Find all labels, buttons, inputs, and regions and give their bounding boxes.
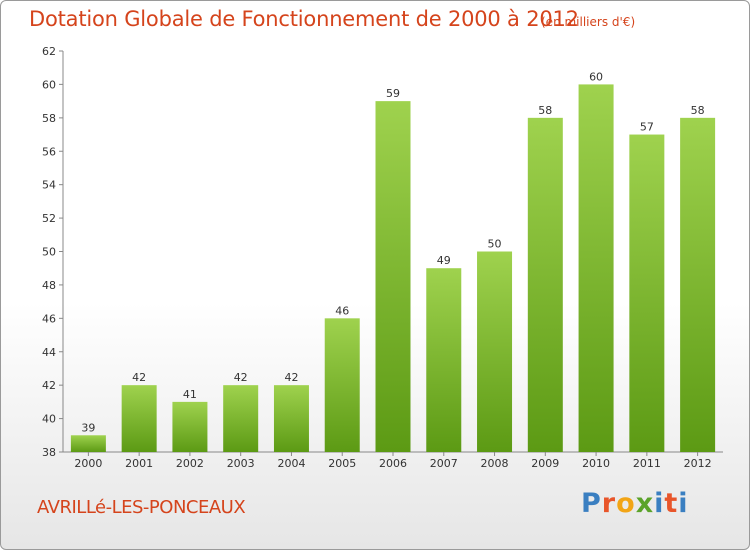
data-label: 46	[335, 304, 349, 317]
x-tick-label: 2005	[328, 457, 356, 470]
city-name: AVRILLé-LES-PONCEAUX	[37, 497, 246, 518]
x-tick-label: 2001	[125, 457, 153, 470]
bar	[172, 401, 208, 452]
logo-letter: x	[635, 488, 655, 519]
chart-title: Dotation Globale de Fonctionnement de 20…	[29, 7, 579, 31]
data-label: 59	[386, 87, 400, 100]
y-tick-label: 60	[42, 78, 56, 91]
bar	[121, 385, 157, 452]
bar	[324, 318, 360, 452]
logo-letter: o	[616, 488, 636, 519]
data-label: 60	[589, 70, 603, 83]
x-tick-label: 2002	[176, 457, 204, 470]
bar	[629, 134, 665, 452]
data-label: 58	[538, 104, 552, 117]
proxiti-logo: Proxiti	[581, 488, 689, 519]
bar	[426, 268, 462, 452]
x-tick-label: 2009	[531, 457, 559, 470]
bar	[70, 435, 106, 452]
x-tick-label: 2012	[684, 457, 712, 470]
data-label: 50	[488, 238, 502, 251]
logo-letter: r	[601, 488, 617, 519]
y-tick-label: 46	[42, 312, 56, 325]
x-tick-label: 2006	[379, 457, 407, 470]
bar	[273, 385, 309, 452]
x-tick-label: 2007	[430, 457, 458, 470]
logo-letter: i	[654, 488, 665, 519]
y-tick-label: 38	[42, 446, 56, 459]
y-tick-label: 56	[42, 145, 56, 158]
y-tick-label: 42	[42, 379, 56, 392]
x-tick-label: 2003	[227, 457, 255, 470]
x-tick-label: 2008	[481, 457, 509, 470]
data-label: 49	[437, 254, 451, 267]
y-tick-label: 62	[42, 45, 56, 58]
data-label: 57	[640, 121, 654, 134]
logo-letter: i	[678, 488, 689, 519]
x-tick-label: 2004	[277, 457, 305, 470]
y-tick-label: 52	[42, 212, 56, 225]
x-tick-label: 2000	[74, 457, 102, 470]
data-label: 39	[81, 421, 95, 434]
y-tick-label: 44	[42, 346, 56, 359]
data-label: 42	[132, 371, 146, 384]
logo-letter: P	[581, 488, 602, 519]
bar	[375, 101, 411, 452]
chart-unit: (en milliers d'€)	[541, 15, 636, 29]
data-label: 41	[183, 388, 197, 401]
bar	[527, 117, 563, 452]
x-tick-label: 2010	[582, 457, 610, 470]
logo-letter: t	[664, 488, 679, 519]
y-tick-label: 58	[42, 112, 56, 125]
y-tick-label: 48	[42, 279, 56, 292]
data-label: 42	[234, 371, 248, 384]
bar	[578, 84, 614, 453]
data-label: 42	[284, 371, 298, 384]
bar	[680, 117, 716, 452]
y-tick-label: 40	[42, 413, 56, 426]
y-tick-label: 54	[42, 179, 56, 192]
data-label: 58	[691, 104, 705, 117]
y-tick-label: 50	[42, 246, 56, 259]
bar	[477, 251, 513, 452]
x-tick-label: 2011	[633, 457, 661, 470]
bar	[223, 385, 259, 452]
